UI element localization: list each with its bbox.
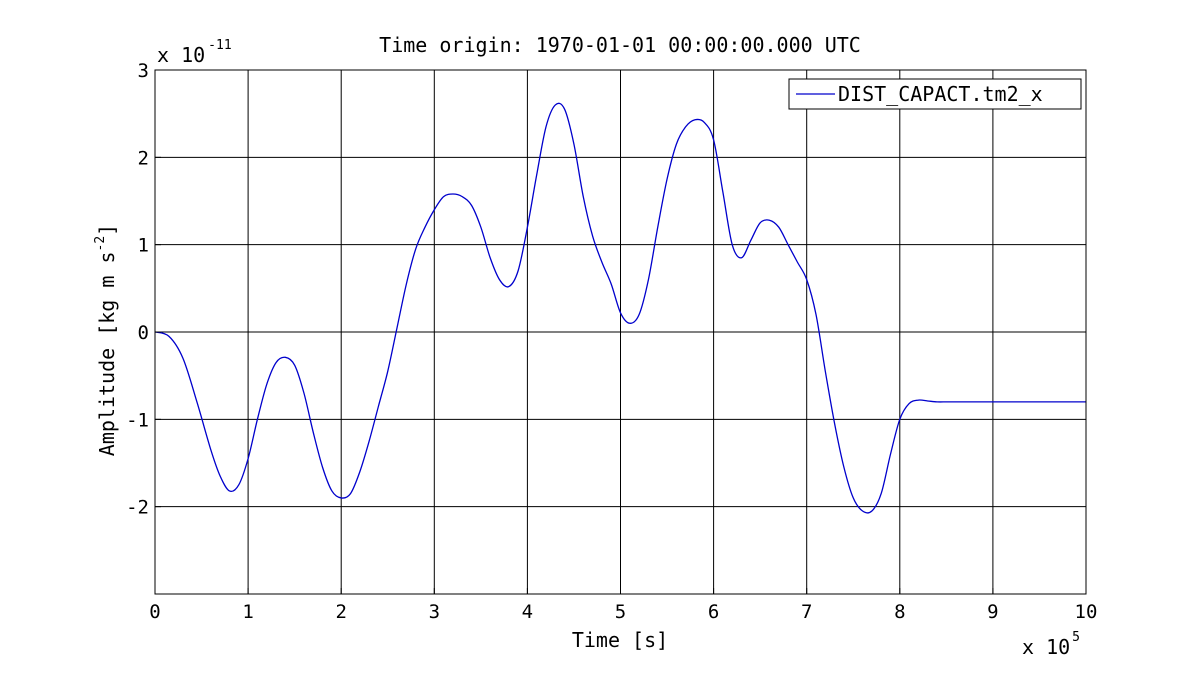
x-tick-label: 8 [894,601,905,623]
x-tick-label: 0 [149,601,160,623]
legend: DIST_CAPACT.tm2_x [788,78,1082,110]
x-multiplier-base: x 10 [1022,635,1070,659]
y-multiplier-exponent: -11 [208,38,231,53]
x-axis-label: Time [s] [572,628,668,652]
y-tick-label: 0 [138,322,149,344]
legend-entry-label: DIST_CAPACT.tm2_x [838,82,1043,106]
x-tick-label: 4 [522,601,533,623]
x-axis-ticks: 0 1 2 3 4 5 6 7 8 9 10 [149,588,1097,623]
y-multiplier-base: x 10 [157,43,205,67]
x-tick-label: 2 [335,601,346,623]
series-line-dist-capact-tm2-x [155,102,1086,514]
series-layer [155,102,1086,514]
x-tick-label: 3 [429,601,440,623]
x-tick-label: 10 [1075,601,1098,623]
x-tick-label: 9 [987,601,998,623]
x-tick-label: 5 [615,601,626,623]
x-multiplier-exponent: 5 [1072,630,1080,645]
y-tick-label: 1 [138,235,149,257]
y-tick-label: -1 [126,409,149,431]
x-axis-multiplier: x 10 5 [1022,630,1080,659]
y-axis-label-close: ] [95,224,119,236]
y-tick-label: -2 [126,497,149,519]
y-tick-label: 2 [138,147,149,169]
chart-title: Time origin: 1970-01-01 00:00:00.000 UTC [379,33,861,57]
x-tick-label: 6 [708,601,719,623]
legend-box [788,78,1082,110]
y-axis-multiplier: x 10 -11 [157,38,232,67]
grid [155,70,1086,594]
y-axis-ticks: -2 -1 0 1 2 3 [126,60,161,519]
x-tick-label: 7 [801,601,812,623]
x-tick-label: 1 [242,601,253,623]
y-tick-label: 3 [138,60,149,82]
y-axis-label-superscript: -2 [93,236,108,252]
y-axis-label: Amplitude [kg m s-2] [93,224,119,456]
y-axis-label-text: Amplitude [kg m s [95,252,119,457]
